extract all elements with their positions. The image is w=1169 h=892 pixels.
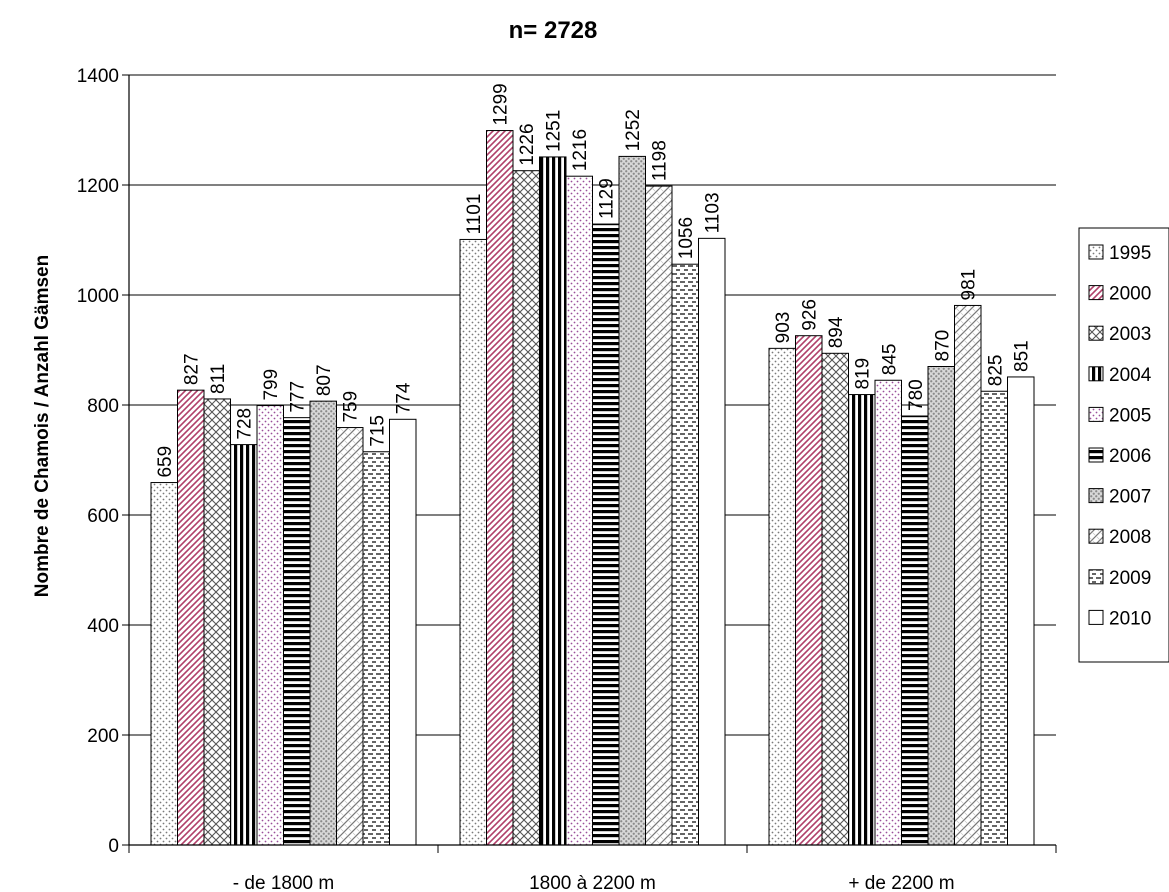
- bar-1995-2: [459, 238, 487, 846]
- bar-2009-2: [671, 263, 699, 846]
- data-label: 845: [879, 344, 900, 376]
- data-label: 807: [314, 364, 335, 396]
- bar-2004-2: [539, 156, 567, 846]
- legend-swatch-2010: [1088, 609, 1104, 625]
- bar-2010-3: [1007, 376, 1035, 846]
- legend-swatch-2007: [1088, 488, 1104, 504]
- bar-2007-1: [309, 400, 337, 846]
- bar-2000-1: [177, 389, 205, 846]
- legend: 1995 2000 2003 2004 2005 2006 2007 2008 2009 2010: [1078, 227, 1169, 663]
- data-label: 1129: [597, 178, 618, 219]
- data-label: 659: [155, 446, 176, 478]
- bar-2004-3: [848, 394, 876, 846]
- data-label: 774: [394, 382, 415, 414]
- bar-2010-1: [389, 418, 417, 846]
- legend-swatch-2004: [1088, 366, 1104, 382]
- legend-swatch-2006: [1088, 447, 1104, 463]
- bar-2003-2: [512, 170, 540, 846]
- data-label: 1252: [623, 109, 644, 151]
- data-label: 1103: [703, 192, 724, 233]
- legend-label-2010: 2010: [1109, 608, 1151, 629]
- data-label: 759: [341, 391, 362, 423]
- data-label: 819: [853, 358, 874, 390]
- data-labels-group: 659 1101 903 827 1299 926 811 1226 894 728 1251 819…: [155, 83, 1033, 477]
- bar-2008-2: [645, 185, 673, 846]
- bar-2005-3: [874, 379, 902, 846]
- data-label: 780: [906, 379, 927, 411]
- bar-2000-3: [795, 335, 823, 846]
- x-tick-label: + de 2200 m: [848, 873, 954, 892]
- data-label: 894: [826, 316, 847, 348]
- legend-swatch-2000: [1088, 285, 1104, 301]
- legend-label-2004: 2004: [1109, 365, 1152, 386]
- legend-box: [1078, 227, 1169, 663]
- data-label: 825: [985, 355, 1006, 387]
- y-tick-label: 1200: [77, 176, 119, 197]
- legend-label-1995: 1995: [1109, 243, 1151, 264]
- bar-2003-1: [203, 398, 231, 846]
- data-label: 1226: [517, 123, 538, 165]
- y-tick-label: 200: [87, 726, 119, 747]
- x-tick-label: 1800 à 2200 m: [529, 873, 656, 892]
- data-label: 827: [182, 353, 203, 385]
- legend-label-2007: 2007: [1109, 487, 1151, 508]
- data-label: 811: [208, 364, 229, 394]
- data-label: 1101: [464, 194, 485, 235]
- legend-swatch-2003: [1088, 325, 1104, 341]
- y-tick-label: 800: [87, 396, 119, 417]
- data-label: 1198: [650, 140, 671, 181]
- bar-2007-2: [618, 155, 646, 846]
- bar-2004-1: [230, 444, 258, 846]
- legend-swatch-2005: [1088, 406, 1104, 422]
- axes: 0 200 400 600 800 1000 1200 1400 - de 1800 m 1800…: [77, 66, 1057, 892]
- y-tick-label: 400: [87, 616, 119, 637]
- bar-2005-2: [565, 175, 593, 846]
- bar-2006-2: [592, 223, 620, 846]
- y-tick-label: 0: [108, 836, 119, 857]
- legend-swatch-1995: [1088, 244, 1104, 260]
- legend-label-2009: 2009: [1109, 568, 1151, 589]
- data-label: 1299: [491, 83, 512, 125]
- bar-2008-1: [336, 427, 364, 846]
- data-label: 870: [932, 330, 953, 362]
- chart-title: n= 2728: [509, 17, 598, 44]
- bar-2008-3: [954, 304, 982, 846]
- data-label: 903: [773, 312, 794, 344]
- bar-2010-2: [698, 237, 726, 846]
- data-label: 926: [800, 299, 821, 331]
- data-label: 851: [1012, 340, 1033, 372]
- bar-2003-3: [821, 352, 849, 846]
- bar-1995-3: [768, 347, 796, 846]
- bar-2007-3: [927, 366, 955, 846]
- legend-swatch-2008: [1088, 528, 1104, 544]
- bar-2005-1: [256, 405, 284, 846]
- bar-2006-3: [901, 415, 929, 846]
- bars-group: [150, 130, 1035, 846]
- legend-label-2008: 2008: [1109, 527, 1151, 548]
- y-tick-label: 600: [87, 506, 119, 527]
- legend-label-2005: 2005: [1109, 405, 1151, 426]
- bar-1995-1: [150, 482, 178, 846]
- data-label: 1056: [676, 217, 697, 259]
- legend-label-2000: 2000: [1109, 284, 1151, 305]
- bar-2009-1: [362, 451, 390, 846]
- legend-swatch-2009: [1088, 569, 1104, 585]
- bar-2000-2: [486, 130, 514, 846]
- bar-2009-3: [980, 390, 1008, 846]
- y-tick-label: 1400: [77, 66, 119, 87]
- data-label: 777: [288, 381, 309, 413]
- data-label: 981: [959, 269, 980, 301]
- legend-label-2003: 2003: [1109, 324, 1151, 345]
- data-label: 799: [261, 369, 282, 401]
- data-label: 1251: [544, 110, 565, 152]
- legend-label-2006: 2006: [1109, 446, 1151, 467]
- y-axis-label: Nombre de Chamois / Anzahl Gämsen: [32, 255, 53, 597]
- data-label: 715: [367, 415, 388, 447]
- data-label: 728: [235, 408, 256, 440]
- bar-2006-1: [283, 417, 311, 846]
- data-label: 1216: [570, 129, 591, 171]
- x-tick-label: - de 1800 m: [233, 873, 334, 892]
- y-tick-label: 1000: [77, 286, 119, 307]
